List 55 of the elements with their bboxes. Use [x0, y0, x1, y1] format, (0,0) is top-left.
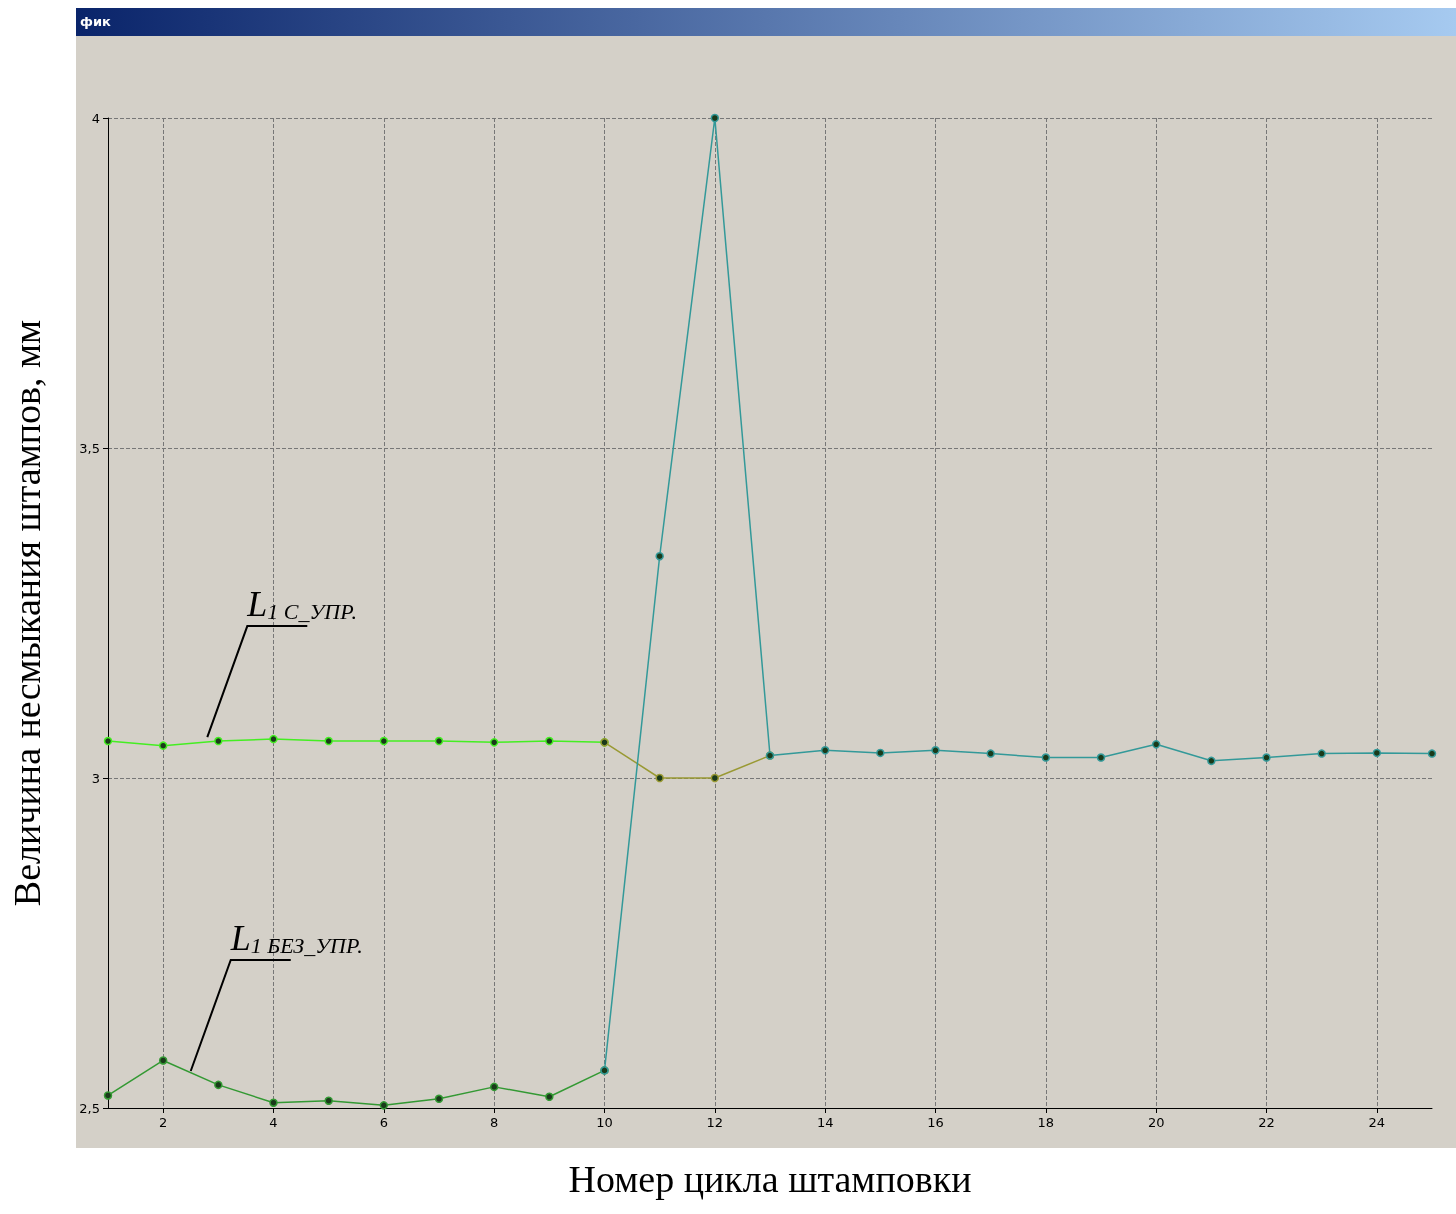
point	[379, 736, 389, 746]
point	[710, 773, 720, 783]
y-tick-label: 3	[91, 770, 100, 786]
point	[158, 741, 168, 750]
x-tick-label: 10	[596, 1115, 613, 1130]
point	[269, 734, 278, 744]
point	[1151, 740, 1161, 749]
point	[1207, 756, 1216, 766]
point	[214, 736, 223, 746]
y-tick-label: 2,5	[79, 1100, 100, 1116]
point	[931, 746, 940, 755]
x-tick-label: 18	[1037, 1115, 1055, 1130]
y-tick-label: 3,5	[79, 440, 100, 456]
point	[158, 1056, 168, 1065]
annotation: L1 БЕЗ_УПР.	[229, 918, 363, 958]
x-tick-label: 24	[1368, 1115, 1386, 1130]
point	[214, 1080, 223, 1090]
annotation: L1 С_УПР.	[246, 584, 357, 625]
x-tick-label: 12	[706, 1115, 724, 1130]
point	[434, 1094, 444, 1104]
point	[103, 736, 113, 746]
x-tick-label: 2	[159, 1115, 168, 1130]
x-tick-label: 22	[1258, 1115, 1275, 1130]
point	[324, 736, 333, 746]
x-tick-label: 8	[490, 1115, 499, 1130]
chart-title: фик	[79, 14, 111, 29]
point	[103, 1091, 113, 1100]
point	[545, 1092, 554, 1102]
x-tick-label: 14	[816, 1115, 834, 1130]
point	[1372, 748, 1382, 758]
x-tick-label: 20	[1147, 1115, 1165, 1130]
x-tick-label: 16	[927, 1115, 944, 1130]
y-tick-label: 4	[91, 110, 100, 126]
y-axis-title: Величина несмыкания штампов, мм	[6, 319, 48, 907]
x-axis-title: Номер цикла штамповки	[568, 1158, 972, 1200]
point	[986, 749, 995, 758]
point	[820, 746, 830, 755]
point	[489, 1082, 499, 1092]
point	[1262, 753, 1271, 762]
point	[545, 736, 554, 746]
point	[269, 1098, 278, 1107]
point	[1096, 753, 1106, 762]
x-tick-label: 4	[269, 1115, 278, 1130]
point	[710, 113, 720, 123]
point	[379, 1101, 389, 1110]
point	[1041, 753, 1051, 762]
point	[1427, 749, 1437, 758]
point	[489, 738, 499, 747]
point	[655, 773, 664, 783]
point	[876, 748, 885, 758]
point	[324, 1096, 333, 1105]
point	[655, 551, 664, 561]
x-tick-label: 6	[379, 1115, 388, 1130]
point	[1317, 749, 1326, 758]
point	[434, 736, 444, 746]
